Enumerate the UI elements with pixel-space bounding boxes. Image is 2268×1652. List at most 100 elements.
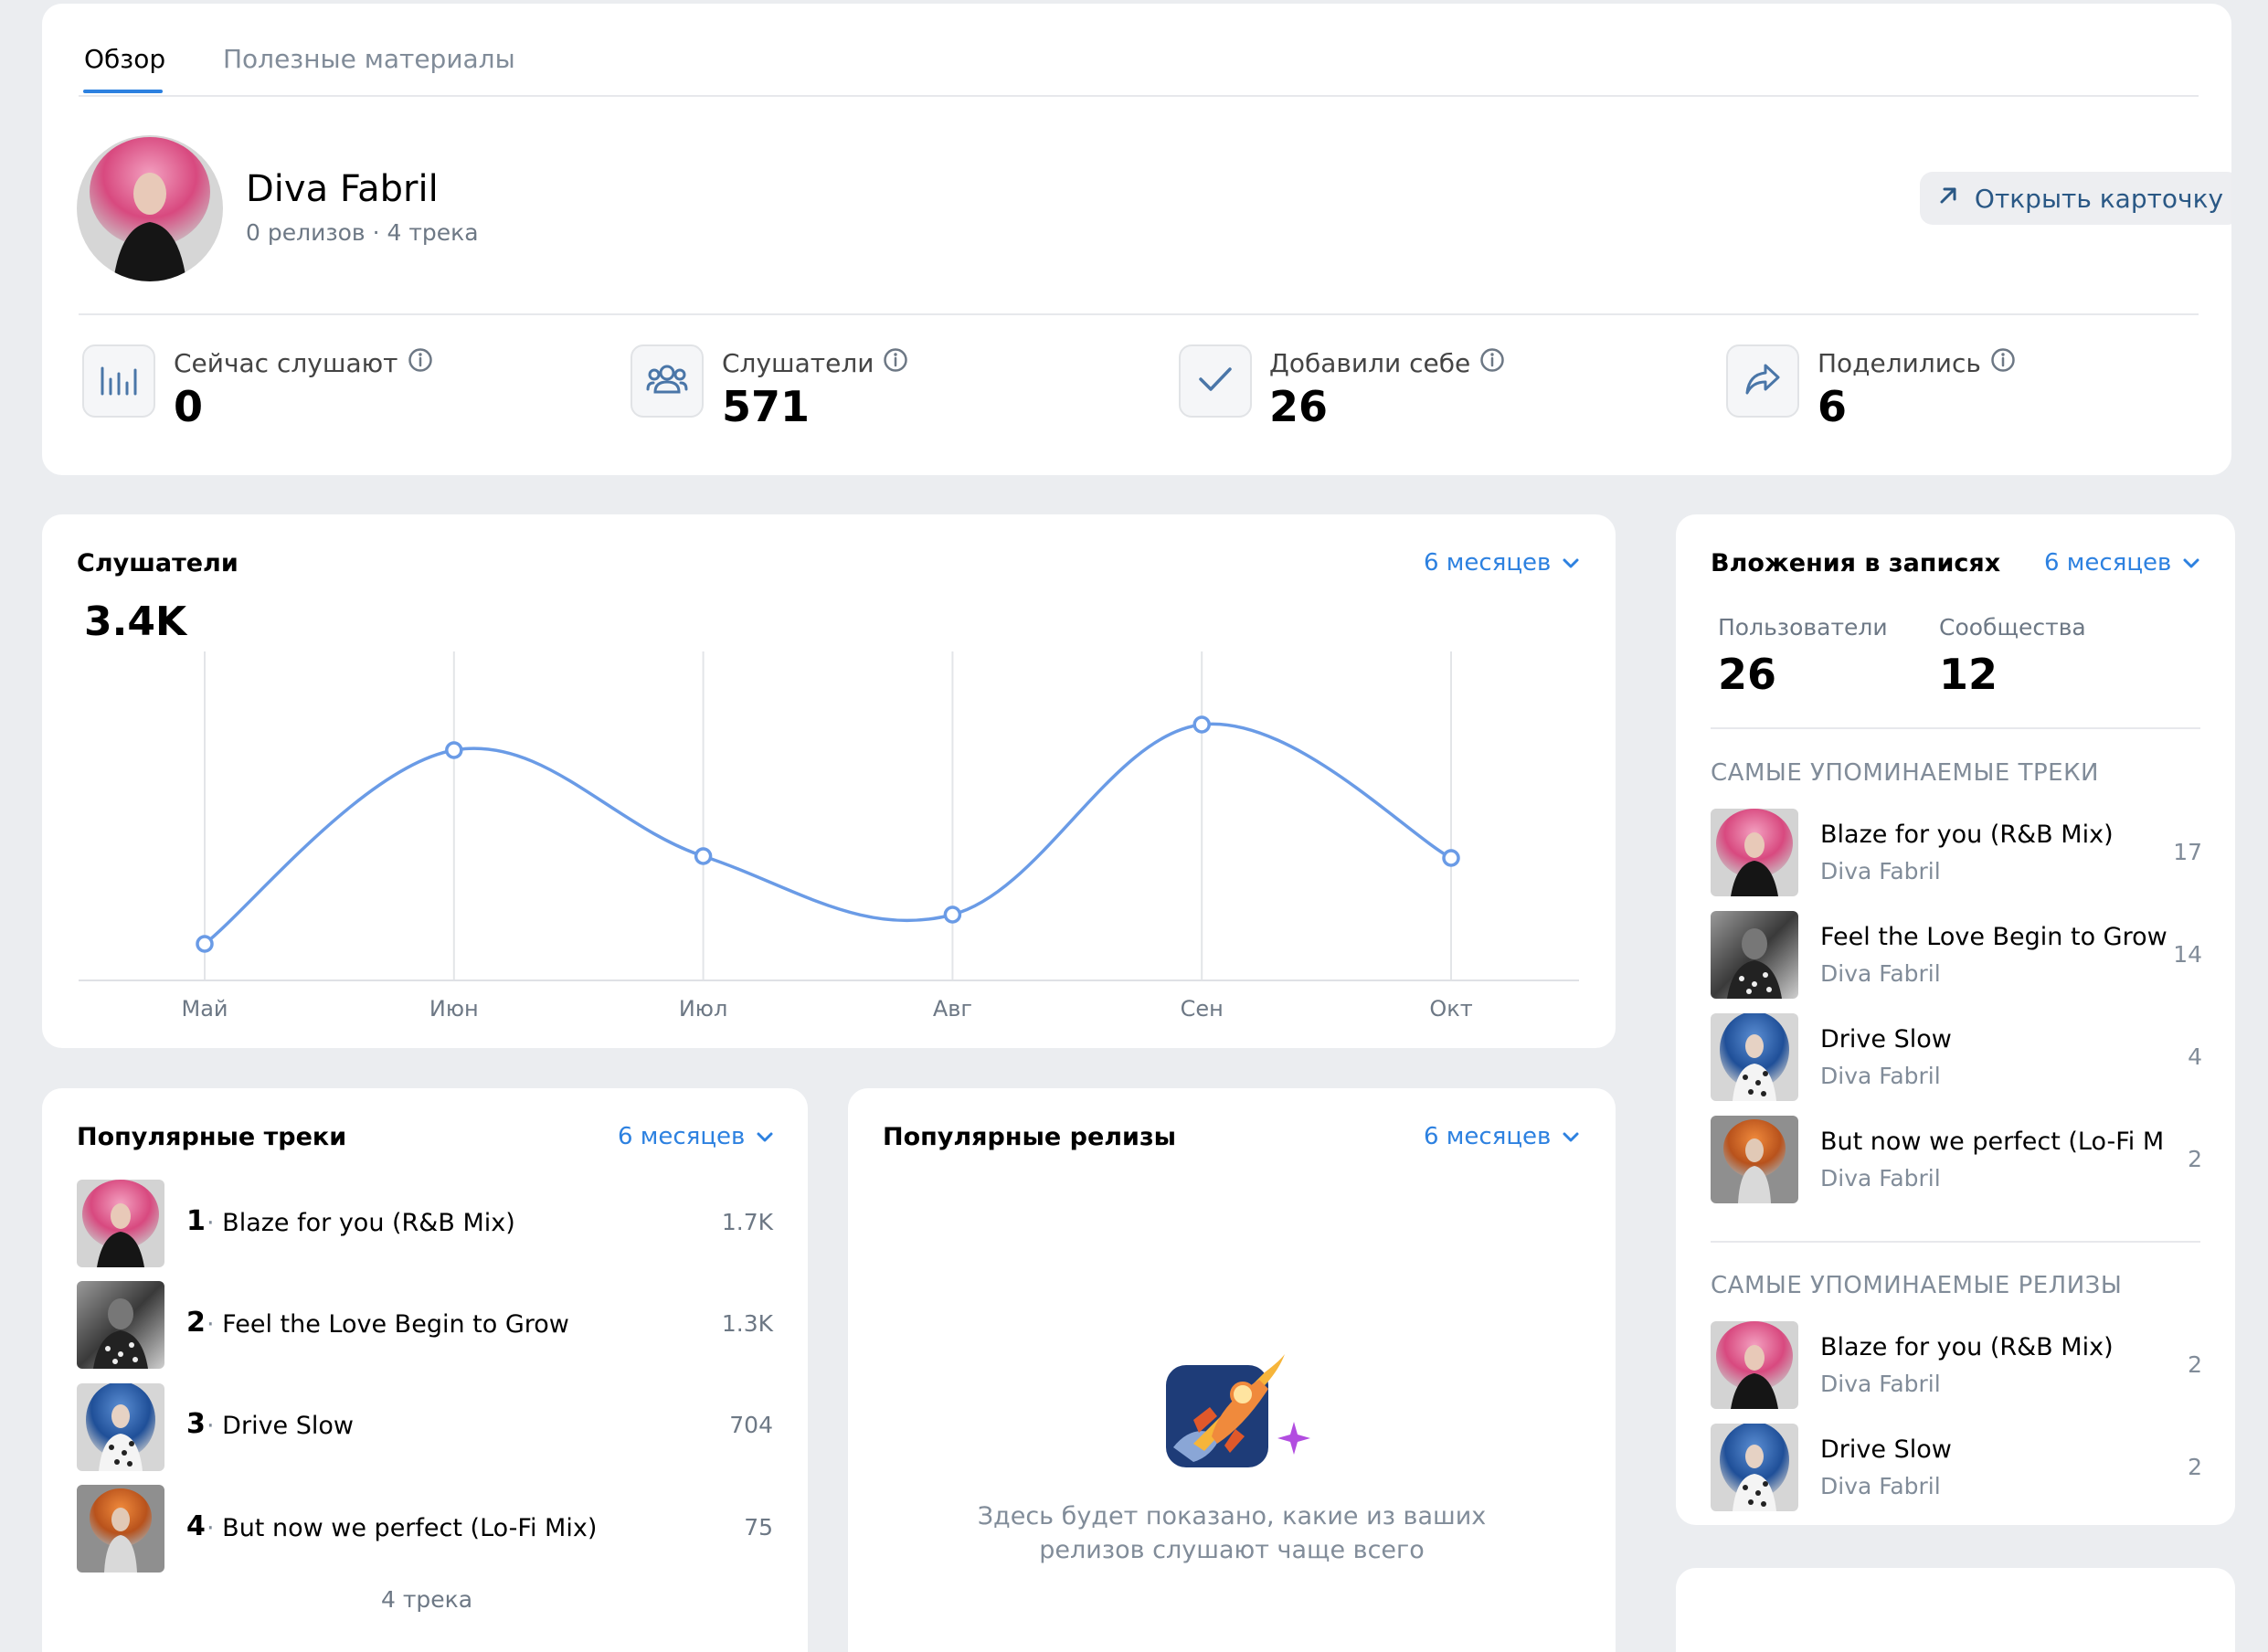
mentioned-track-title: But now we perfect (Lo-Fi Mix): [1820, 1128, 2162, 1156]
series-line: [203, 722, 1452, 946]
period-label: 6 месяцев: [1424, 549, 1552, 577]
listeners-period-select[interactable]: 6 месяцев: [1424, 549, 1580, 577]
track-play-count: 1.3K: [721, 1310, 773, 1337]
open-card-button[interactable]: Открыть карточку: [1920, 172, 2231, 225]
info-icon[interactable]: [1990, 347, 2016, 379]
share-icon: [1743, 362, 1782, 400]
profile-divider: [79, 313, 2199, 315]
data-point: [1192, 715, 1211, 734]
mentioned-release-count: 2: [2188, 1454, 2202, 1480]
stat-label-text: Добавили себе: [1269, 348, 1471, 378]
stat-label-text: Сейчас слушают: [174, 348, 398, 378]
track-title: · Blaze for you (R&B Mix): [207, 1209, 515, 1237]
x-tick-label: Сен: [1181, 996, 1224, 1022]
mentioned-track-count: 2: [2188, 1146, 2202, 1172]
tab-overview[interactable]: Обзор: [84, 44, 166, 74]
info-icon[interactable]: [408, 347, 433, 379]
attachments-period-select[interactable]: 6 месяцев: [2044, 549, 2200, 577]
users-label: Пользователи: [1718, 614, 1888, 641]
mentioned-track-artist: Diva Fabril: [1820, 960, 1941, 987]
listeners-line-chart: Май Июн Июл Авг Сен Окт: [79, 651, 1579, 1022]
mentioned-track-artist: Diva Fabril: [1820, 858, 1941, 884]
info-icon[interactable]: [883, 347, 908, 379]
period-label: 6 месяцев: [1424, 1123, 1552, 1150]
empty-releases-text: Здесь будет показано, какие из ваших рел…: [977, 1502, 1487, 1564]
popular-tracks-period-select[interactable]: 6 месяцев: [618, 1123, 774, 1150]
mentioned-track-count: 17: [2173, 839, 2202, 865]
listeners-title: Слушатели: [77, 549, 238, 577]
stat-added-value: 26: [1269, 382, 1329, 431]
x-tick-label: Июн: [429, 996, 479, 1022]
chevron-down-icon: [756, 1123, 774, 1150]
popular-releases-period-select[interactable]: 6 месяцев: [1424, 1123, 1580, 1150]
track-rank: 4: [186, 1510, 206, 1542]
mentioned-release-title: Drive Slow: [1820, 1435, 1952, 1464]
chevron-down-icon: [2182, 549, 2200, 577]
track-play-count: 75: [744, 1514, 773, 1541]
mentioned-track-title: Blaze for you (R&B Mix): [1820, 821, 2114, 849]
track-rank: 3: [186, 1408, 206, 1440]
all-tracks-link[interactable]: 4 трека: [381, 1586, 473, 1613]
artist-subtitle: 0 релизов · 4 трека: [246, 219, 479, 246]
next-card: [1676, 1568, 2235, 1652]
stat-listeners: [631, 344, 704, 418]
top-mentioned-tracks-heading: САМЫЕ УПОМИНАЕМЫЕ ТРЕКИ: [1711, 759, 2099, 787]
mentioned-track-title: Drive Slow: [1820, 1025, 1952, 1054]
chevron-down-icon: [1562, 549, 1580, 577]
track-cover: [77, 1180, 164, 1267]
communities-value: 12: [1939, 650, 1998, 699]
attachments-card: Вложения в записях 6 месяцев Пользовател…: [1676, 514, 2235, 1525]
mentioned-track-artist: Diva Fabril: [1820, 1063, 1941, 1089]
x-tick-label: Май: [181, 996, 228, 1022]
mentioned-track-count: 14: [2173, 941, 2202, 968]
overview-card: Обзор Полезные материалы Diva Fabril 0 р…: [42, 4, 2231, 475]
track-rank: 1: [186, 1205, 206, 1237]
users-icon: [646, 361, 688, 401]
track-cover: [1711, 809, 1798, 896]
tab-useful-materials[interactable]: Полезные материалы: [223, 44, 515, 74]
data-point: [445, 741, 463, 759]
track-rank: 2: [186, 1307, 206, 1339]
chevron-down-icon: [1562, 1123, 1580, 1150]
stat-listeners-value: 571: [722, 382, 811, 431]
data-point: [943, 905, 962, 924]
bars-chart-icon: [99, 361, 139, 401]
period-label: 6 месяцев: [2044, 549, 2172, 577]
stat-listeners-label: Слушатели: [722, 347, 908, 379]
popular-tracks-card: Популярные треки 6 месяцев 1 · Blaze for…: [42, 1088, 808, 1652]
stat-label-text: Слушатели: [722, 348, 874, 378]
data-point: [1442, 849, 1460, 867]
x-tick-label: Авг: [933, 996, 972, 1022]
arrow-up-right-icon: [1936, 184, 1960, 214]
mentioned-release-artist: Diva Fabril: [1820, 1473, 1941, 1499]
track-cover: [1711, 1116, 1798, 1203]
stat-added-label: Добавили себе: [1269, 347, 1505, 379]
stat-shared-value: 6: [1818, 382, 1848, 431]
data-point: [694, 847, 713, 865]
artist-avatar[interactable]: [77, 135, 223, 281]
top-mentioned-releases-heading: САМЫЕ УПОМИНАЕМЫЕ РЕЛИЗЫ: [1711, 1272, 2123, 1299]
track-play-count: 1.7K: [721, 1209, 773, 1235]
track-cover: [77, 1485, 164, 1573]
listeners-total: 3.4K: [84, 598, 187, 645]
stat-shared-label: Поделились: [1818, 347, 2016, 379]
popular-releases-card: Популярные релизы 6 месяцев Здесь будет …: [848, 1088, 1616, 1652]
rocket-icon: [1157, 1349, 1312, 1473]
popular-tracks-title: Популярные треки: [77, 1123, 347, 1151]
popular-releases-title: Популярные релизы: [883, 1123, 1177, 1151]
track-cover: [1711, 911, 1798, 999]
check-icon: [1197, 365, 1234, 397]
stat-now-listening: [82, 344, 155, 418]
mentioned-divider: [1711, 1241, 2200, 1243]
info-icon[interactable]: [1479, 347, 1505, 379]
stat-now-listening-label: Сейчас слушают: [174, 347, 433, 379]
attachments-title: Вложения в записях: [1711, 549, 2001, 577]
mentioned-track-count: 4: [2188, 1043, 2202, 1070]
mentioned-release-count: 2: [2188, 1351, 2202, 1378]
attachments-divider: [1711, 727, 2200, 729]
track-cover: [77, 1383, 164, 1471]
artist-name: Diva Fabril: [246, 168, 439, 210]
stat-shared: [1726, 344, 1799, 418]
stat-now-listening-value: 0: [174, 382, 204, 431]
mentioned-release-title: Blaze for you (R&B Mix): [1820, 1333, 2114, 1361]
